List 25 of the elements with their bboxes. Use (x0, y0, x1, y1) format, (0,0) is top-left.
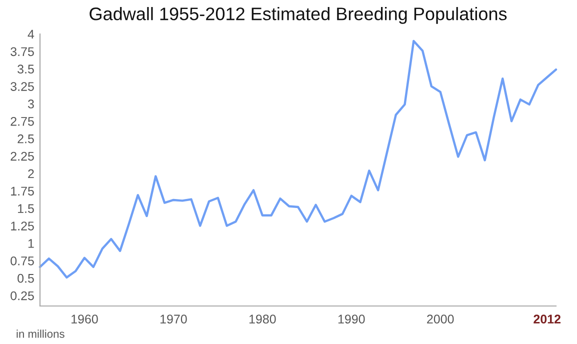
chart-title: Gadwall 1955-2012 Estimated Breeding Populations (90, 7, 507, 24)
x-tick-label: 1960 (72, 314, 98, 324)
text: in millions (16, 330, 64, 338)
y-tick-label: 1 (28, 239, 34, 248)
x-tick-label: 2000 (427, 314, 454, 324)
y-tick-label: 0.25 (10, 291, 34, 300)
y-tick-label: 2 (28, 169, 34, 178)
y-tick-label: 3 (28, 100, 34, 108)
y-tick-label: 1.75 (11, 186, 34, 196)
y-tick-label: 4 (28, 30, 34, 39)
y-tick-label: 3.5 (18, 64, 34, 74)
x-tick-label: 1980 (249, 314, 276, 324)
y-tick-label: 2.25 (10, 152, 34, 161)
y-tick-label: 3.75 (10, 47, 34, 56)
y-tick-label: 1.5 (18, 204, 34, 214)
y-tick-label: 0.75 (10, 256, 34, 266)
y-tick-label: 2.75 (10, 116, 34, 126)
x-tick-label: 1970 (160, 314, 187, 324)
x-tick-label: 2012 (534, 314, 561, 324)
line-series (38, 40, 558, 279)
y-tick-label: 1.25 (11, 222, 34, 230)
x-tick-label: 1990 (338, 314, 365, 324)
y-tick-label: 2.5 (18, 134, 34, 144)
y-tick-label: 0.5 (18, 274, 34, 283)
y-tick-label: 3.25 (10, 82, 34, 91)
